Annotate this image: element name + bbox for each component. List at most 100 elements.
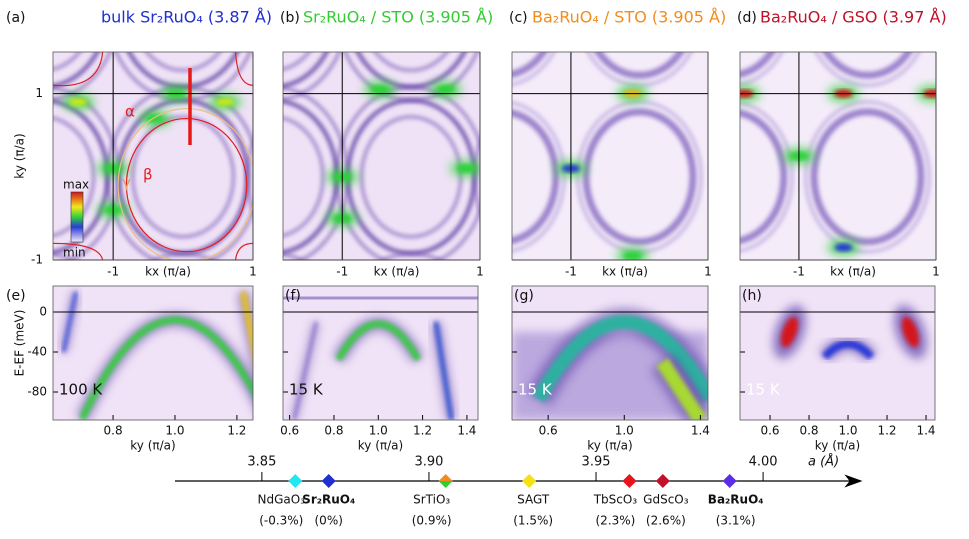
y-axis-label: E-EF (meV) (13, 310, 27, 377)
material-marker (722, 474, 737, 488)
band-spot (780, 316, 799, 348)
alpha-contour (53, 52, 104, 87)
x-tick-label: -1 (336, 265, 348, 279)
x-axis-label: kx (π/a) (374, 265, 420, 279)
fs-ring (246, 139, 253, 215)
x-tick-label: 1.2 (877, 424, 896, 438)
fs-ring (804, 100, 931, 254)
y-tick-label: -40 (27, 345, 47, 359)
fs-ring (814, 52, 921, 87)
hot-spot (371, 85, 390, 94)
panel-frame (282, 51, 481, 261)
band-label: β (143, 166, 153, 184)
fs-ring (360, 115, 463, 239)
material-marker (622, 474, 637, 488)
fs-ring (594, 52, 685, 79)
fs-ring (53, 116, 96, 238)
x-tick-label: 1.0 (165, 424, 184, 438)
fs-ring (943, 268, 969, 418)
band (61, 291, 78, 353)
fs-ring (512, 109, 560, 245)
x-tick-label: -1 (793, 265, 805, 279)
material-strain: (2.6%) (646, 514, 686, 528)
hot-spot (69, 97, 88, 106)
arpes-cut (53, 286, 253, 420)
x-tick-label: 1.4 (916, 424, 935, 438)
panel-letter: (c) (509, 10, 528, 26)
colorbar-min: min (63, 246, 86, 260)
fs-ring (951, 278, 969, 408)
x-tick-label: 1 (704, 265, 712, 279)
y-axis-label: ky (π/a) (13, 133, 27, 178)
hot-spot (834, 243, 853, 252)
x-axis-label: ky (π/a) (130, 439, 175, 453)
x-tick-label: 0.6 (539, 424, 558, 438)
material-strain: (3.1%) (716, 514, 756, 528)
y-tick-label: 1 (35, 86, 43, 100)
fs-ring (512, 101, 566, 253)
panel-frame (511, 51, 709, 261)
colorbar (70, 191, 84, 243)
band (240, 291, 253, 359)
scale-label: a (Å) (808, 454, 839, 470)
band (532, 314, 708, 403)
hot-spot (623, 251, 642, 260)
temperature: 15 K (518, 381, 553, 399)
alpha-contour (234, 242, 253, 260)
x-tick-label: 1 (932, 265, 940, 279)
panel-frame (52, 51, 254, 261)
panel-frame (282, 285, 479, 421)
temperature: 100 K (59, 381, 103, 399)
material-marker (288, 474, 303, 488)
panel-title: Ba₂RuO₄ / STO (3.905 Å) (532, 8, 726, 27)
x-axis-label: kx (π/a) (145, 265, 191, 279)
hot-spot (436, 85, 455, 94)
temperature: 15 K (746, 381, 781, 399)
material-marker (522, 474, 537, 488)
panel-title: bulk Sr₂RuO₄ (3.87 Å) (101, 8, 272, 27)
beta-contour (125, 117, 248, 253)
material-name: Ba₂RuO₄ (708, 493, 764, 507)
fs-ring (355, 52, 467, 89)
colorbar-max: max (63, 178, 89, 192)
fs-ring (951, 0, 969, 75)
band (335, 320, 422, 362)
gamma-contour (117, 107, 253, 260)
x-tick-label: 1.4 (457, 424, 476, 438)
fs-ring (473, 139, 480, 215)
fs-ring (144, 52, 222, 72)
panel-frame (739, 51, 937, 261)
fs-ring (943, 102, 969, 252)
panel-frame (52, 285, 254, 421)
hot-spot (216, 97, 235, 106)
x-tick-label: 0.8 (104, 424, 123, 438)
panel-title: Sr₂RuO₄ / STO (3.905 Å) (303, 8, 493, 27)
band (292, 321, 318, 420)
fs-ring (740, 109, 788, 245)
material-marker (655, 474, 670, 488)
material-name: GdScO₃ (643, 493, 689, 507)
y-tick-label: 0 (39, 305, 47, 319)
panel-letter: (f) (285, 288, 301, 304)
alpha-contour (53, 242, 104, 260)
material-strain: (0%) (315, 514, 343, 528)
fs-ring (810, 108, 925, 246)
panel-letter: (h) (742, 288, 762, 304)
band-spot (901, 316, 919, 348)
fs-ring (131, 115, 235, 239)
band (821, 340, 875, 360)
material-name: NdGaO₃ (258, 493, 306, 507)
panel-letter: (b) (280, 10, 300, 26)
material-strain: (2.3%) (596, 514, 636, 528)
panel-letter: (e) (6, 288, 26, 304)
alpha-contour (234, 52, 253, 86)
arpes-cut (283, 286, 478, 420)
band (78, 316, 253, 420)
x-tick-label: 1.2 (413, 424, 432, 438)
x-axis-label: kx (π/a) (602, 265, 648, 279)
x-tick-label: 1.0 (838, 424, 857, 438)
scale-tick-label: 3.90 (414, 455, 443, 470)
panel-frame (739, 285, 936, 421)
fs-ring (740, 101, 794, 253)
